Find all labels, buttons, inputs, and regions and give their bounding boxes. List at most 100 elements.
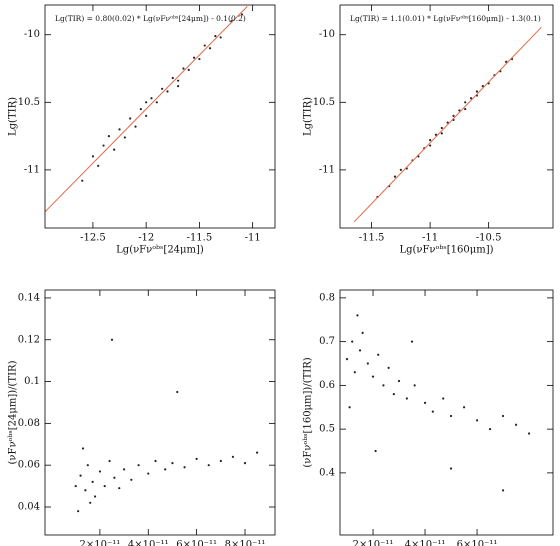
point xyxy=(122,468,126,471)
point xyxy=(214,34,217,38)
point xyxy=(501,414,505,418)
y-tick-label: -10 xyxy=(24,29,40,40)
point xyxy=(118,487,121,490)
point xyxy=(176,390,179,394)
point xyxy=(358,349,362,352)
point xyxy=(469,97,473,100)
point xyxy=(145,101,148,104)
point xyxy=(440,126,443,130)
x-tick-label: -11.5 xyxy=(359,233,385,244)
point xyxy=(527,432,531,435)
point xyxy=(155,101,158,104)
point xyxy=(462,406,466,409)
point xyxy=(488,428,492,431)
point xyxy=(434,133,438,136)
y-tick-label: 0.5 xyxy=(319,424,335,435)
plot-area xyxy=(45,6,248,213)
y-axis-label: Lg(TIR) xyxy=(303,97,314,136)
point xyxy=(130,478,133,481)
x-tick-label: 4×10⁻¹¹ xyxy=(405,540,446,546)
frame xyxy=(339,289,554,536)
point xyxy=(382,384,385,387)
point xyxy=(449,414,453,418)
x-axis-label: Lg(νFνᵒᵇˢ[160μm]) xyxy=(399,245,493,256)
point xyxy=(231,455,235,458)
x-tick-label: 8×10⁻¹¹ xyxy=(225,540,266,546)
point xyxy=(464,101,467,104)
y-tick-label: 0.04 xyxy=(18,501,40,512)
x-axis-label: Lg(νFνᵒᵇˢ[24μm]) xyxy=(116,245,204,256)
point xyxy=(161,87,164,90)
y-tick-label: 0.06 xyxy=(18,460,40,471)
fit-line xyxy=(45,6,248,213)
point xyxy=(452,114,455,117)
point xyxy=(145,114,148,117)
frame xyxy=(339,4,554,229)
point xyxy=(183,466,186,469)
point xyxy=(348,406,351,409)
x-tick-label: -10.5 xyxy=(476,233,502,244)
y-axis-label: (νFνᵒᵇˢ[160μm])/(TIR) xyxy=(303,357,314,467)
point xyxy=(351,340,354,343)
point xyxy=(413,384,416,387)
point xyxy=(501,489,505,492)
point xyxy=(192,56,196,59)
point xyxy=(84,489,87,492)
point xyxy=(93,495,97,498)
x-tick-label: 2×10⁻¹¹ xyxy=(353,540,394,546)
point xyxy=(89,501,92,504)
x-tick-label: -11.5 xyxy=(187,233,213,244)
point xyxy=(150,97,153,100)
point xyxy=(371,375,375,378)
point xyxy=(475,419,479,422)
x-tick-label: -12.5 xyxy=(80,233,106,244)
point xyxy=(353,371,356,374)
point xyxy=(256,451,259,454)
point xyxy=(166,90,169,93)
point xyxy=(177,84,180,88)
y-tick-label: -11 xyxy=(319,164,335,175)
point xyxy=(387,366,390,369)
y-tick-label: 0.6 xyxy=(319,380,335,391)
point xyxy=(129,117,132,120)
x-tick-label: -11 xyxy=(245,233,261,244)
point xyxy=(171,76,174,80)
plot-area xyxy=(353,26,542,223)
point xyxy=(208,47,212,50)
point xyxy=(171,461,174,465)
y-tick-label: -10.5 xyxy=(309,97,335,108)
point xyxy=(108,459,111,463)
y-tick-label: 0.4 xyxy=(319,467,335,478)
x-tick-label: 2×10⁻¹¹ xyxy=(80,540,121,546)
point xyxy=(102,144,105,147)
point xyxy=(182,67,185,70)
point xyxy=(393,175,397,178)
y-tick-label: 0.7 xyxy=(319,336,335,347)
point xyxy=(187,68,190,71)
point xyxy=(195,457,198,461)
point xyxy=(123,136,126,139)
point xyxy=(429,139,432,142)
point xyxy=(113,476,116,479)
plot-area xyxy=(345,314,531,492)
point xyxy=(366,362,369,365)
point xyxy=(81,447,85,450)
point xyxy=(392,393,395,396)
point xyxy=(361,331,364,334)
annotation: Lg(TIR) = 1.1(0.01) * Lg(νFνᵒᵇˢ[160μm]) … xyxy=(350,14,541,23)
point xyxy=(110,338,114,341)
point xyxy=(113,148,116,151)
point xyxy=(91,480,94,484)
point xyxy=(397,379,401,383)
point xyxy=(74,484,77,488)
x-tick-label: 6×10⁻¹¹ xyxy=(457,540,498,546)
y-tick-label: -10 xyxy=(319,29,335,40)
point xyxy=(514,423,518,426)
point xyxy=(91,155,95,158)
point xyxy=(134,125,137,128)
point xyxy=(475,90,479,93)
point xyxy=(243,461,247,465)
point xyxy=(442,397,445,400)
y-tick-label: 0.1 xyxy=(24,376,40,387)
